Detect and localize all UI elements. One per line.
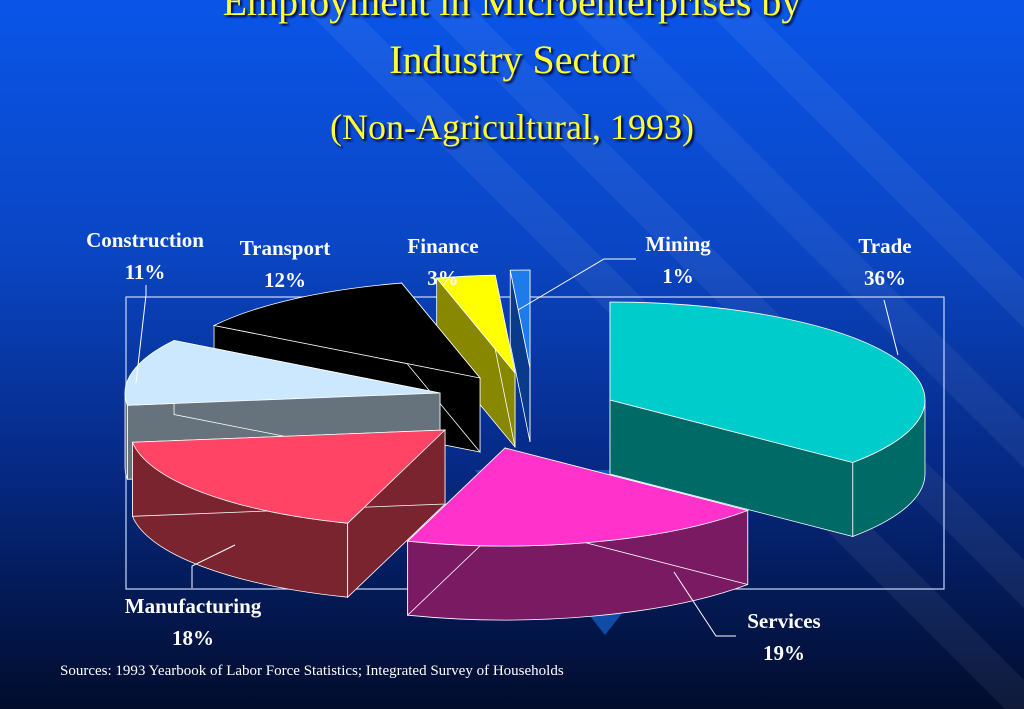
label-trade: Trade 36% bbox=[835, 230, 935, 294]
slice-finance-top bbox=[435, 274, 516, 374]
label-finance-name: Finance bbox=[407, 234, 479, 258]
leader-line-trade bbox=[883, 299, 899, 356]
leader-line-services bbox=[673, 571, 736, 637]
slice-construction-top bbox=[124, 340, 441, 406]
leader-line-mining bbox=[517, 258, 636, 311]
label-manufacturing-value: 18% bbox=[172, 626, 214, 650]
chart-title-line-2: Industry Sector bbox=[389, 37, 635, 82]
label-finance: Finance 3% bbox=[380, 230, 506, 294]
chart-subtitle: (Non-Agricultural, 1993) bbox=[330, 107, 694, 147]
slice-finance bbox=[435, 274, 516, 449]
label-transport-value: 12% bbox=[264, 268, 306, 292]
slice-manufacturing-top bbox=[131, 429, 447, 524]
slice-trade bbox=[609, 301, 926, 538]
slice-manufacturing bbox=[131, 429, 447, 599]
slice-transport-top bbox=[212, 282, 482, 379]
source-note: Sources: 1993 Yearbook of Labor Force St… bbox=[60, 663, 564, 679]
slice-mining-top bbox=[509, 269, 531, 369]
label-mining: Mining 1% bbox=[620, 228, 736, 292]
leader-line-construction bbox=[135, 285, 147, 384]
label-manufacturing: Manufacturing 18% bbox=[96, 590, 290, 654]
chart-title-line-1: Employment in Microenterprises by bbox=[222, 0, 802, 24]
slice-trade-top bbox=[609, 301, 926, 463]
label-services: Services 19% bbox=[730, 605, 838, 669]
slice-services-top bbox=[406, 447, 750, 547]
pie-slices bbox=[124, 269, 926, 621]
leader-line-manufacturing bbox=[191, 544, 236, 588]
slice-services bbox=[406, 447, 750, 621]
label-trade-value: 36% bbox=[864, 266, 906, 290]
label-construction: Construction 11% bbox=[64, 224, 226, 288]
label-mining-name: Mining bbox=[645, 232, 711, 256]
label-construction-value: 11% bbox=[124, 260, 166, 284]
label-transport-name: Transport bbox=[239, 236, 331, 260]
label-services-value: 19% bbox=[763, 641, 805, 665]
label-services-name: Services bbox=[747, 609, 821, 633]
label-manufacturing-name: Manufacturing bbox=[124, 594, 262, 618]
leader-lines bbox=[135, 258, 899, 637]
label-transport: Transport 12% bbox=[220, 232, 350, 296]
label-mining-value: 1% bbox=[662, 264, 694, 288]
label-construction-name: Construction bbox=[86, 228, 204, 252]
label-trade-name: Trade bbox=[858, 234, 912, 258]
label-finance-value: 3% bbox=[427, 266, 459, 290]
